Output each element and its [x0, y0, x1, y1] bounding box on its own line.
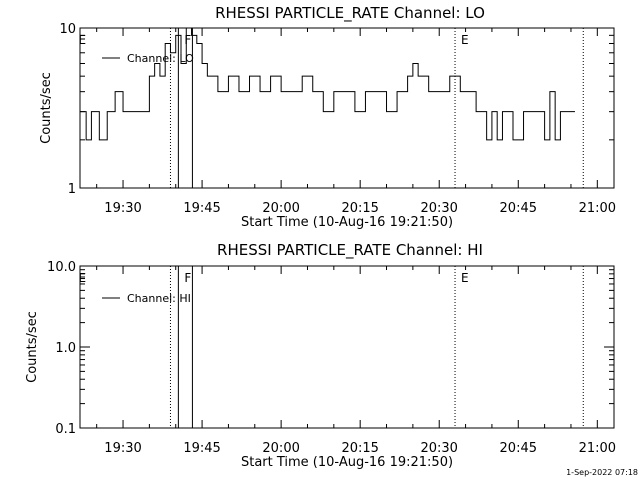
hi-x-tick-label: 20:00 — [262, 441, 299, 456]
lo-series — [80, 27, 575, 141]
hi-x-axis-label: Start Time (10-Aug-16 19:21:50) — [241, 455, 453, 470]
hi-y-tick-label: 10.0 — [47, 260, 76, 275]
lo-x-tick-label: 20:30 — [420, 201, 457, 216]
hi-y-tick-label: 0.1 — [55, 422, 76, 437]
hi-x-tick-label: 20:30 — [420, 441, 457, 456]
hi-event-label: F — [184, 271, 191, 285]
hi-event-label: E — [78, 271, 86, 285]
lo-channel-panel: RHESSI PARTICLE_RATE Channel: LO Counts/… — [39, 4, 616, 230]
hi-legend: Channel: HI — [102, 292, 191, 305]
hi-y-axis-label: Counts/sec — [25, 311, 40, 383]
lo-y-axis-label: Counts/sec — [39, 72, 54, 144]
hi-legend-label: Channel: HI — [127, 292, 191, 305]
hi-x-tick-label: 21:00 — [579, 441, 616, 456]
hi-y-ticks: 0.1 1.0 10.0 — [47, 260, 614, 437]
lo-x-tick-label: 21:00 — [579, 201, 616, 216]
lo-x-tick-label: 20:00 — [262, 201, 299, 216]
lo-legend: Channel: LO — [102, 52, 194, 65]
lo-panel-title: RHESSI PARTICLE_RATE Channel: LO — [215, 4, 485, 23]
lo-series-line — [80, 27, 575, 141]
lo-x-axis-label: Start Time (10-Aug-16 19:21:50) — [241, 215, 453, 230]
lo-plot-frame — [79, 27, 615, 189]
lo-event-label: E — [461, 33, 469, 47]
hi-x-tick-label: 19:45 — [183, 441, 220, 456]
hi-x-tick-label: 19:30 — [104, 441, 141, 456]
lo-y-tick-label: 1 — [68, 182, 76, 197]
footer-timestamp: 1-Sep-2022 07:18 — [566, 468, 638, 477]
lo-x-tick-label: 19:30 — [104, 201, 141, 216]
lo-legend-label: Channel: LO — [127, 52, 194, 65]
hi-y-tick-label: 1.0 — [55, 341, 76, 356]
hi-x-ticks: 19:30 19:45 20:00 20:15 20:30 20:45 21:00 — [96, 266, 616, 456]
hi-x-tick-label: 20:15 — [341, 441, 378, 456]
hi-event-label: E — [461, 271, 469, 285]
hi-x-tick-label: 20:45 — [500, 441, 537, 456]
lo-y-tick-label: 10 — [59, 22, 76, 37]
lo-y-ticks: 1 10 — [59, 22, 614, 197]
lo-event-label: E — [78, 33, 86, 47]
hi-channel-panel: RHESSI PARTICLE_RATE Channel: HI Counts/… — [25, 241, 616, 470]
hi-panel-title: RHESSI PARTICLE_RATE Channel: HI — [217, 241, 483, 260]
hi-plot-frame — [79, 265, 615, 429]
lo-x-tick-label: 20:45 — [500, 201, 537, 216]
lo-event-label: F — [184, 33, 191, 47]
lo-x-tick-label: 20:15 — [341, 201, 378, 216]
lo-x-tick-label: 19:45 — [183, 201, 220, 216]
lo-x-ticks: 19:30 19:45 20:00 20:15 20:30 20:45 21:00 — [96, 28, 616, 216]
